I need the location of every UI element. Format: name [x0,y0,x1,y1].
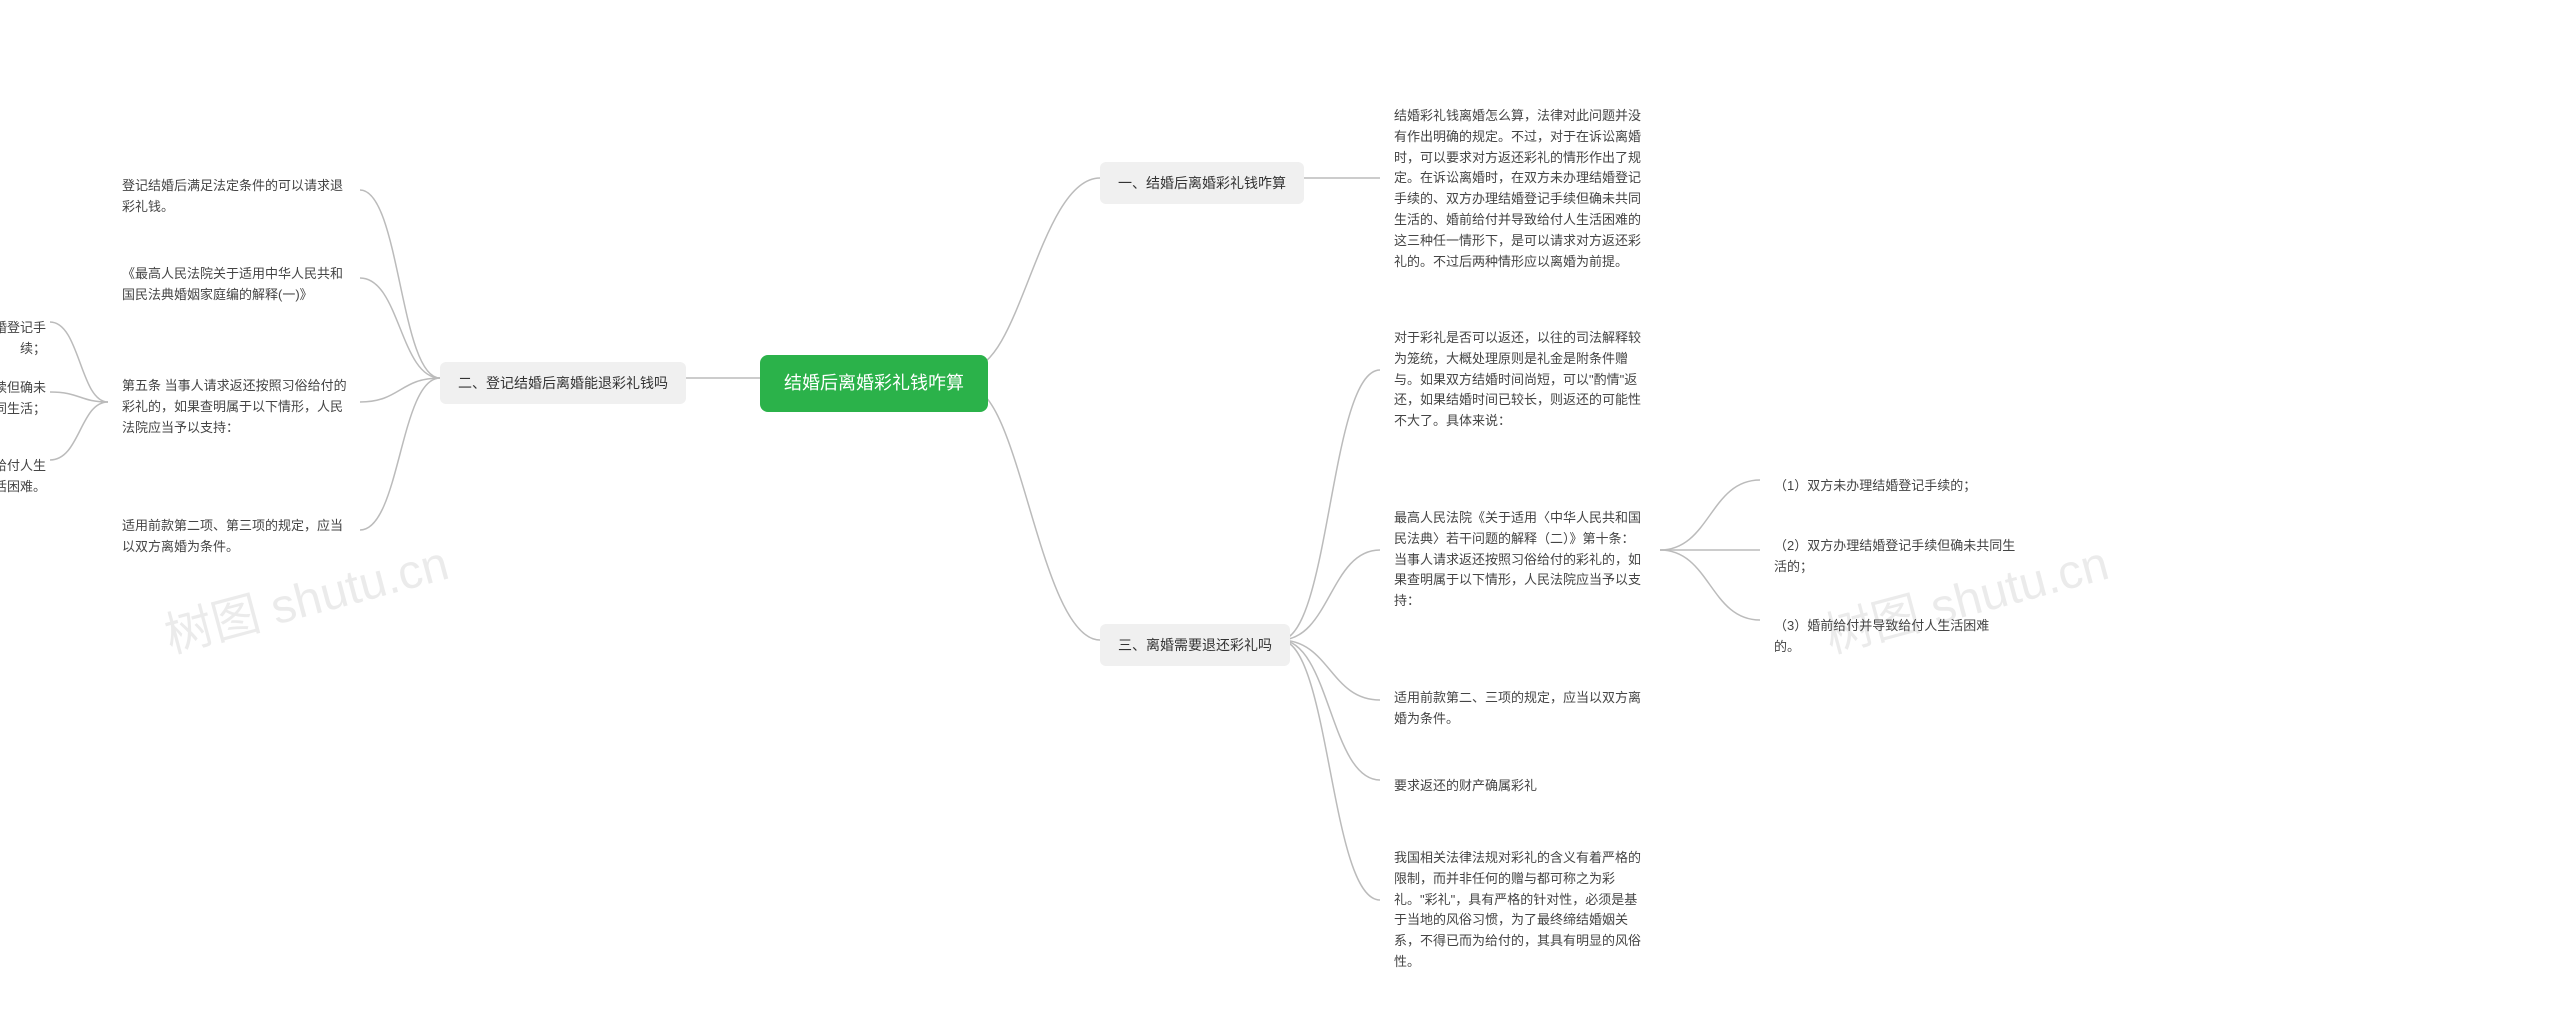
right3-sub-1: （2）双方办理结婚登记手续但确未共同生活的； [1760,528,2040,586]
left-leaf-1: 《最高人民法院关于适用中华人民共和国民法典婚姻家庭编的解释(一)》 [108,256,368,314]
right3-leaf-3: 要求返还的财产确属彩礼 [1380,768,1660,805]
right3-leaf-1: 最高人民法院《关于适用〈中华人民共和国民法典〉若干问题的解释（二）》第十条：当事… [1380,500,1660,620]
right3-sub-2: （3）婚前给付并导致给付人生活困难的。 [1760,608,2020,666]
right3-leaf-2: 适用前款第二、三项的规定，应当以双方离婚为条件。 [1380,680,1660,738]
root-node[interactable]: 结婚后离婚彩礼钱咋算 [760,355,988,412]
right3-leaf-0: 对于彩礼是否可以返还，以往的司法解释较为笼统，大概处理原则是礼金是附条件赠与。如… [1380,320,1660,440]
right3-leaf-4: 我国相关法律法规对彩礼的含义有着严格的限制，而并非任何的赠与都可称之为彩礼。"彩… [1380,840,1660,981]
connectors [0,0,2560,1029]
right-branch-1[interactable]: 一、结婚后离婚彩礼钱咋算 [1100,162,1304,204]
left-sub-0: （一）双方未办理结婚登记手续； [0,310,60,368]
left-leaf-3: 适用前款第二项、第三项的规定，应当以双方离婚为条件。 [108,508,368,566]
left-leaf-2: 第五条 当事人请求返还按照习俗给付的彩礼的，如果查明属于以下情形，人民法院应当予… [108,368,368,446]
right3-sub-0: （1）双方未办理结婚登记手续的； [1760,468,2020,505]
left-sub-1: （二）双方办理结婚登记手续但确未共同生活； [0,370,60,428]
left-branch[interactable]: 二、登记结婚后离婚能退彩礼钱吗 [440,362,686,404]
right-branch-3[interactable]: 三、离婚需要退还彩礼吗 [1100,624,1290,666]
left-leaf-0: 登记结婚后满足法定条件的可以请求退彩礼钱。 [108,168,368,226]
left-sub-2: （三）婚前给付并导致给付人生活困难。 [0,448,60,506]
right-branch-1-detail: 结婚彩礼钱离婚怎么算，法律对此问题并没有作出明确的规定。不过，对于在诉讼离婚时，… [1380,98,1660,280]
